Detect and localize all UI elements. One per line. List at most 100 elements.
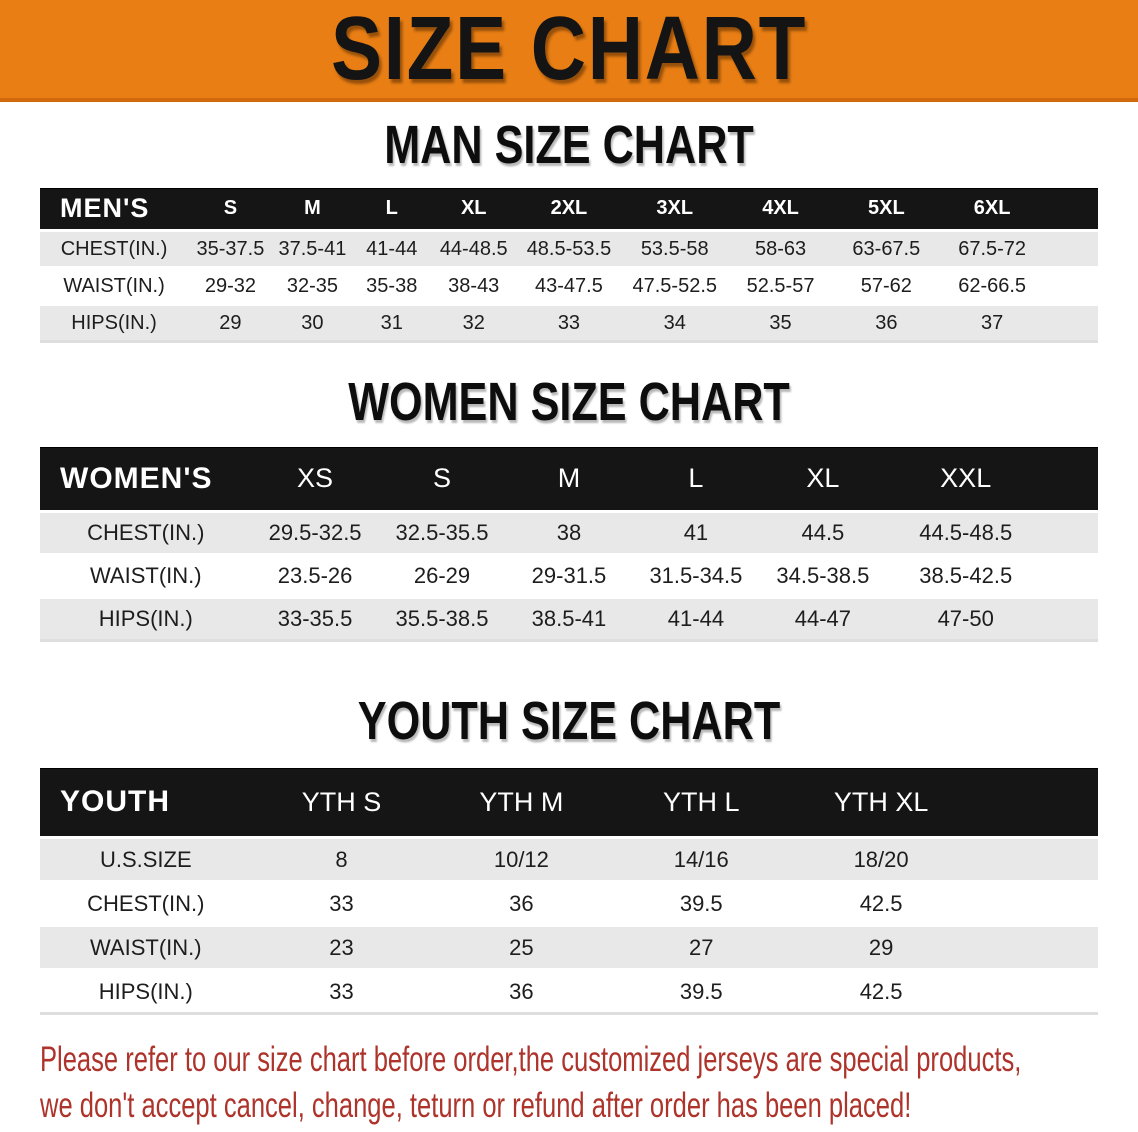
size-column-header: 4XL [762,197,799,219]
size-value: 32-35 [286,274,338,297]
size-value: 57-62 [860,274,912,297]
row-label: CHEST(IN.) [60,237,168,260]
size-value: 33 [329,890,354,916]
size-column-header: YTH XL [833,786,929,817]
row-label: HIPS(IN.) [71,311,157,334]
row-label: CHEST(IN.) [87,520,205,545]
size-column-header: 3XL [656,197,694,219]
size-value: 29-31.5 [531,563,607,588]
size-value: 58-63 [754,237,807,260]
size-value: 37 [981,311,1004,334]
size-value: 32 [462,311,485,334]
size-value: 44.5 [801,520,845,545]
size-value: 52.5-57 [746,274,815,297]
size-value: 44.5-48.5 [919,520,1013,545]
table-header-row: YOUTH YTH S YTH M YTH L YTH XL [40,768,1098,836]
size-column-header: S [433,463,452,493]
size-column-header: M [304,197,321,219]
size-value: 36 [509,890,534,916]
size-value: 44-48.5 [439,237,508,260]
size-column-header: 2XL [550,197,588,219]
measurement-row: WAIST(IN.) 23.5-26 26-29 29-31.5 31.5-34.5 34… [40,556,1098,596]
size-value: 23.5-26 [277,563,353,588]
men-section-title: MAN SIZE CHART [384,115,754,175]
table-corner-label: WOMEN'S [60,461,213,495]
youth-size-table: YOUTH YTH S YTH M YTH L YTH XL U.S.SIZE 8 10/12… [40,768,1098,1015]
size-value: 10/12 [493,846,549,872]
men-section-title-wrap: MAN SIZE CHART [0,116,1138,174]
size-value: 36 [875,311,898,334]
row-label: CHEST(IN.) [87,890,205,916]
size-value: 39.5 [679,978,723,1004]
size-value: 31 [380,311,403,334]
size-value: 35 [769,311,792,334]
size-column-header: L [385,197,398,219]
size-value: 34.5-38.5 [776,563,870,588]
row-label: WAIST(IN.) [89,563,202,588]
size-value: 67.5-72 [958,237,1027,260]
size-value: 39.5 [679,890,723,916]
size-value: 35-38 [366,274,418,297]
size-value: 37.5-41 [278,237,347,260]
size-value: 14/16 [673,846,729,872]
size-value: 47-50 [937,606,994,631]
size-column-header: YTH S [301,786,382,817]
table-header-row: WOMEN'S XS S M L XL XXL [40,447,1098,510]
size-column-header: XL [460,197,487,219]
size-column-header: XL [806,463,840,493]
size-column-header: YTH M [479,786,564,817]
row-label: HIPS(IN.) [98,606,193,631]
size-value: 18/20 [853,846,909,872]
size-value: 38.5-41 [531,606,607,631]
size-value: 63-67.5 [852,237,921,260]
size-value: 36 [509,978,534,1004]
size-value: 41-44 [667,606,725,631]
size-value: 33 [329,978,354,1004]
size-value: 29-32 [204,274,256,297]
size-value: 8 [335,846,348,872]
measurement-row: WAIST(IN.) 29-32 32-35 35-38 38-43 43-47.5 47.… [40,269,1098,303]
size-value: 41-44 [366,237,418,260]
size-column-header: S [223,197,238,219]
women-section: WOMEN SIZE CHART WOMEN'S XS S M L XL XXL CHEST(… [0,373,1138,642]
size-value: 42.5 [859,890,903,916]
size-value: 35.5-38.5 [395,606,489,631]
size-value: 27 [689,934,714,960]
size-value: 42.5 [859,978,903,1004]
row-label: WAIST(IN.) [89,934,202,960]
size-value: 44-47 [794,606,852,631]
disclaimer-line-2: we don't accept cancel, change, teturn o… [40,1086,912,1125]
size-column-header: 6XL [973,197,1011,219]
size-value: 31.5-34.5 [649,563,743,588]
size-value: 34 [663,311,686,334]
youth-section-title: YOUTH SIZE CHART [357,691,781,751]
measurement-row: CHEST(IN.) 33 36 39.5 42.5 [40,883,1098,924]
size-value: 38.5-42.5 [919,563,1013,588]
size-column-header: XS [297,463,334,493]
size-value: 53.5-58 [640,237,709,260]
size-value: 32.5-35.5 [395,520,489,545]
size-value: 41 [683,520,709,545]
page-title: SIZE CHART [331,0,807,99]
size-value: 30 [301,311,324,334]
size-column-header: M [557,463,581,493]
women-section-title-wrap: WOMEN SIZE CHART [0,373,1138,431]
size-column-header: 5XL [867,197,905,219]
table-header-row: MEN'S S M L XL 2XL 3XL 4XL 5XL 6XL [40,188,1098,229]
size-value: 33-35.5 [277,606,353,631]
size-value: 29 [219,311,242,334]
size-value: 25 [509,934,534,960]
measurement-row: HIPS(IN.) 29 30 31 32 33 34 35 36 37 [40,306,1098,340]
measurement-row: CHEST(IN.) 29.5-32.5 32.5-35.5 38 41 44.5 44.5… [40,513,1098,553]
size-chart-banner: SIZE CHART [0,0,1138,102]
men-size-table: MEN'S S M L XL 2XL 3XL 4XL 5XL 6XL CHEST(IN.) 35-37… [40,188,1098,343]
youth-section: YOUTH SIZE CHART YOUTH YTH S YTH M YTH L YTH… [0,692,1138,1015]
size-value: 35-37.5 [196,237,265,260]
size-column-header: L [688,463,704,493]
row-label: U.S.SIZE [99,846,192,872]
size-value: 38-43 [448,274,500,297]
size-value: 43-47.5 [535,274,603,297]
size-value: 23 [329,934,354,960]
women-size-table: WOMEN'S XS S M L XL XXL CHEST(IN.) 29.5-32.5 32.5… [40,447,1098,642]
size-value: 26-29 [413,563,471,588]
